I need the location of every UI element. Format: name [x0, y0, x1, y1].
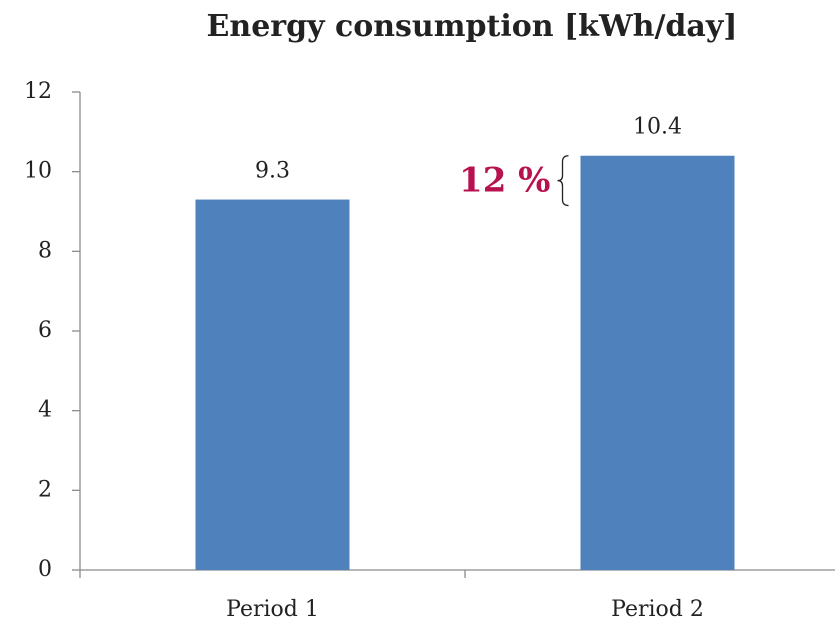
brace — [557, 155, 569, 207]
data-label: 10.4 — [633, 115, 682, 140]
y-tick-label: 6 — [38, 318, 52, 343]
y-tick-label: 4 — [38, 398, 52, 423]
y-tick-label: 12 — [24, 79, 52, 104]
bar — [580, 155, 735, 570]
annotation: 12 % — [459, 161, 550, 201]
y-tick-label: 10 — [24, 159, 52, 184]
x-tick-label: Period 2 — [611, 597, 704, 622]
y-tick-label: 0 — [38, 557, 52, 582]
data-label: 9.3 — [255, 159, 290, 184]
chart-title: Energy consumption [kWh/day] — [207, 9, 738, 44]
bar — [195, 199, 350, 571]
x-tick-label: Period 1 — [226, 597, 319, 622]
y-tick-label: 2 — [38, 477, 52, 502]
y-tick-label: 8 — [38, 238, 52, 263]
